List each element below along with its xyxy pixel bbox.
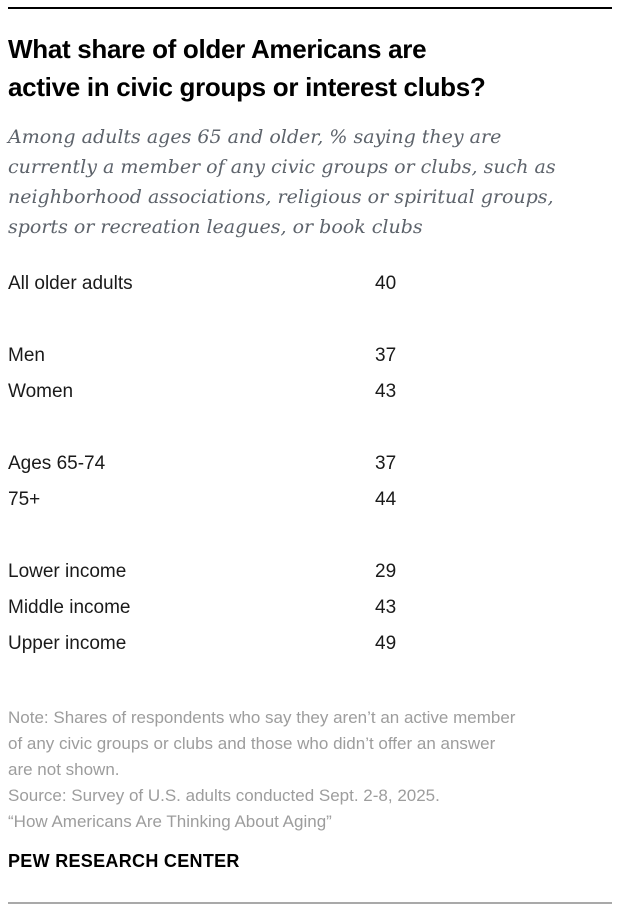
row-value: 37 <box>375 453 397 474</box>
table-group-gender: Men 37 Women 43 <box>8 338 612 410</box>
row-value: 40 <box>375 273 397 294</box>
row-label: Ages 65-74 <box>8 453 106 474</box>
table-row: Ages 65-74 37 <box>8 446 612 482</box>
top-rule-divider <box>8 7 612 9</box>
row-label: Middle income <box>8 597 131 618</box>
row-label: All older adults <box>8 273 133 294</box>
chart-subtitle-line-1: Among adults ages 65 and older, % saying… <box>8 126 502 148</box>
chart-content: What share of older Americans are active… <box>8 9 612 872</box>
chart-title-line-2: active in civic groups or interest clubs… <box>8 72 486 102</box>
table-group-age: Ages 65-74 37 75+ 44 <box>8 446 612 518</box>
row-label: Upper income <box>8 633 127 654</box>
row-label: 75+ <box>8 489 41 510</box>
report-title-text: “How Americans Are Thinking About Aging” <box>8 812 332 831</box>
note-text-line-1: Note: Shares of respondents who say they… <box>8 708 516 727</box>
row-label: Lower income <box>8 561 127 582</box>
row-value: 29 <box>375 561 397 582</box>
table-row: 75+ 44 <box>8 482 612 518</box>
chart-subtitle: Among adults ages 65 and older, % saying… <box>8 122 612 242</box>
table-row: Lower income 29 <box>8 554 612 590</box>
chart-subtitle-line-4: sports or recreation leagues, or book cl… <box>8 216 423 238</box>
row-label: Women <box>8 381 74 402</box>
source-text: Source: Survey of U.S. adults conducted … <box>8 786 440 805</box>
table-row: All older adults 40 <box>8 266 612 302</box>
table-row: Men 37 <box>8 338 612 374</box>
table-row: Upper income 49 <box>8 626 612 662</box>
row-label: Men <box>8 345 45 366</box>
row-value: 49 <box>375 633 397 654</box>
table-row: Women 43 <box>8 374 612 410</box>
footer-notes: Note: Shares of respondents who say they… <box>8 705 612 835</box>
note-text-line-3: are not shown. <box>8 760 120 779</box>
row-value: 43 <box>375 381 397 402</box>
bottom-rule-divider <box>8 902 612 904</box>
chart-subtitle-line-2: currently a member of any civic groups o… <box>8 156 556 178</box>
data-table: All older adults 40 Men 37 Women 43 Ages… <box>8 266 612 662</box>
row-value: 37 <box>375 345 397 366</box>
table-group-total: All older adults 40 <box>8 266 612 302</box>
chart-title-line-1: What share of older Americans are <box>8 34 427 64</box>
table-row: Middle income 43 <box>8 590 612 626</box>
table-group-income: Lower income 29 Middle income 43 Upper i… <box>8 554 612 662</box>
brand-wordmark: PEW RESEARCH CENTER <box>8 851 240 871</box>
note-text-line-2: of any civic groups or clubs and those w… <box>8 734 496 753</box>
row-value: 44 <box>375 489 397 510</box>
chart-title: What share of older Americans are active… <box>8 30 612 106</box>
row-value: 43 <box>375 597 397 618</box>
chart-subtitle-line-3: neighborhood associations, religious or … <box>8 186 554 208</box>
